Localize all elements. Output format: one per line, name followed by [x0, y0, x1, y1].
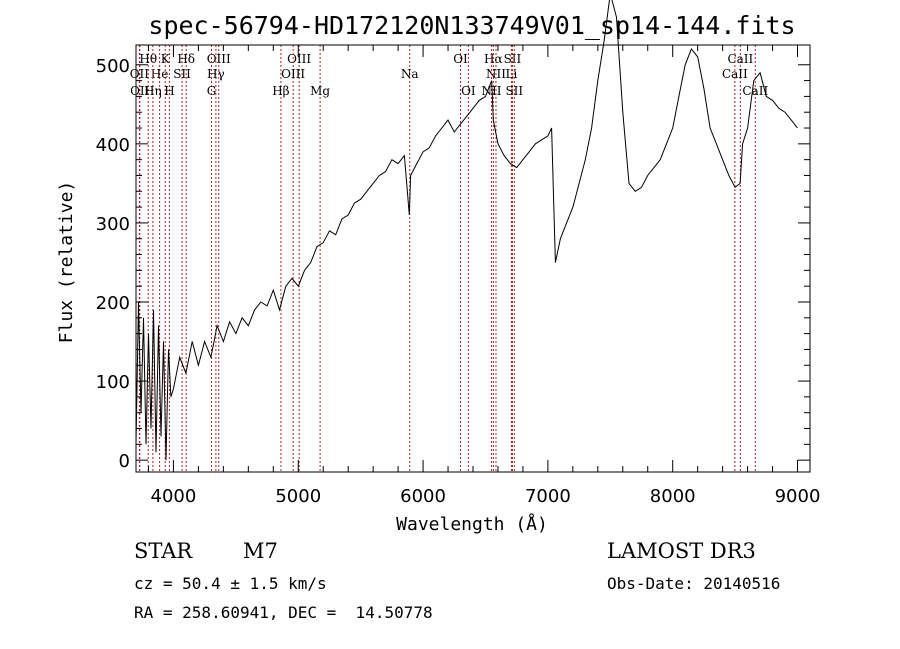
line-label-9: OIII: [207, 52, 231, 66]
x-axis-label: Wavelength (Å): [396, 513, 548, 535]
line-label-21: NII: [486, 67, 506, 81]
y-tick-label-2: 200: [96, 293, 130, 314]
spectrum-series: [135, 0, 798, 461]
line-label-8: Hδ: [177, 52, 195, 66]
spectrum-line: [135, 0, 798, 461]
y-axis-label: Flux (relative): [56, 181, 77, 344]
y-tick-label-3: 300: [96, 214, 130, 235]
line-label-6: SII: [173, 67, 191, 81]
line-label-0: Hθ: [139, 52, 157, 66]
x-tick-label-4: 8000: [650, 486, 696, 507]
line-label-26: CaII: [722, 67, 748, 81]
redshift-cz: cz = 50.4 ± 1.5 km/s: [134, 574, 327, 593]
line-label-15: Mg: [310, 84, 330, 98]
line-label-3: K: [161, 52, 171, 66]
line-label-12: Hβ: [272, 84, 289, 98]
x-tick-label-3: 7000: [525, 486, 571, 507]
y-tick-label-4: 400: [96, 135, 130, 156]
survey-release: LAMOST DR3: [607, 539, 756, 563]
object-class: STAR: [134, 539, 193, 563]
y-axis-ticks: 0 100 200 300 400 500: [96, 56, 810, 472]
line-label-27: CaII: [742, 84, 768, 98]
x-tick-label-1: 5000: [275, 486, 321, 507]
chart-title: spec-56794-HD172120N133749V01_sp14-144.f…: [148, 11, 795, 40]
line-label-17: OI: [453, 52, 468, 66]
line-label-11: G: [207, 84, 217, 98]
line-label-4: He: [151, 67, 169, 81]
x-tick-label-2: 6000: [400, 486, 446, 507]
y-tick-label-0: 0: [119, 451, 130, 472]
line-label-14: OIII: [281, 67, 305, 81]
line-label-19: Hα: [484, 52, 503, 66]
line-label-20: SII: [504, 52, 522, 66]
line-label-13: OIII: [287, 52, 311, 66]
line-label-10: Hγ: [207, 67, 225, 81]
line-label-25: CaII: [727, 52, 753, 66]
line-label-18: OI: [461, 84, 476, 98]
y-tick-label-5: 500: [96, 56, 130, 77]
line-label-16: Na: [401, 67, 419, 81]
x-axis-ticks: 4000 5000 6000 7000 8000 9000: [147, 45, 821, 507]
sky-coordinates: RA = 258.60941, DEC = 14.50778: [134, 603, 433, 622]
line-label-2: OII: [130, 84, 150, 98]
observation-date: Obs-Date: 20140516: [607, 574, 781, 593]
x-tick-label-0: 4000: [151, 486, 197, 507]
line-label-7: H: [164, 84, 174, 98]
line-label-5: Hη: [144, 84, 162, 98]
x-tick-label-5: 9000: [775, 486, 821, 507]
spectral-subclass: M7: [243, 539, 278, 563]
line-label-24: SII: [505, 84, 523, 98]
line-label-22: Li: [506, 67, 518, 81]
y-tick-label-1: 100: [96, 372, 130, 393]
